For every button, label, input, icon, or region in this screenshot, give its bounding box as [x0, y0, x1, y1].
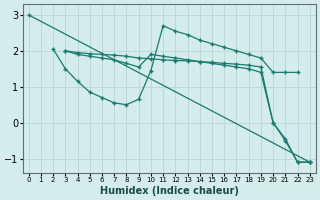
- X-axis label: Humidex (Indice chaleur): Humidex (Indice chaleur): [100, 186, 239, 196]
